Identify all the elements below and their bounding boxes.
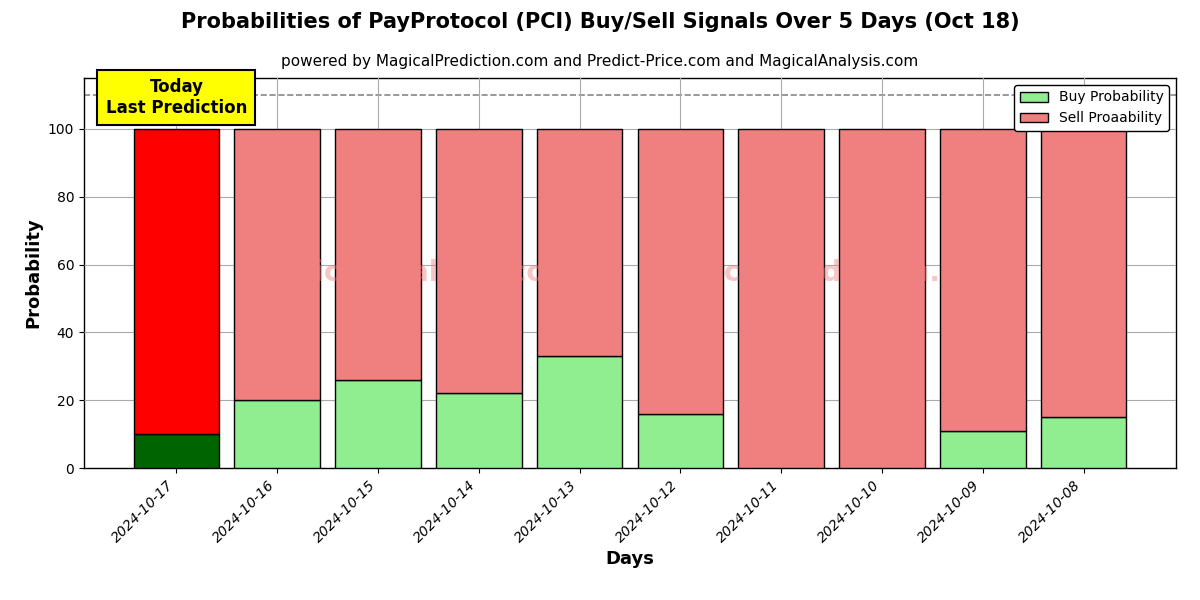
Bar <box>536 129 623 356</box>
Bar <box>133 434 220 468</box>
Bar <box>940 431 1026 468</box>
Text: MagicalAnalysis.com: MagicalAnalysis.com <box>248 259 575 287</box>
Legend: Buy Probability, Sell Proaability: Buy Probability, Sell Proaability <box>1014 85 1169 131</box>
Bar <box>133 129 220 434</box>
Text: Today
Last Prediction: Today Last Prediction <box>106 78 247 117</box>
Bar <box>436 394 522 468</box>
Bar <box>940 129 1026 431</box>
Bar <box>637 129 724 414</box>
Bar <box>234 129 320 400</box>
Text: MagicalPrediction.com: MagicalPrediction.com <box>648 259 1004 287</box>
X-axis label: Days: Days <box>606 550 654 568</box>
Bar <box>335 380 421 468</box>
Bar <box>738 129 824 468</box>
Bar <box>234 400 320 468</box>
Bar <box>637 414 724 468</box>
Bar <box>839 129 925 468</box>
Bar <box>436 129 522 394</box>
Bar <box>1040 417 1127 468</box>
Bar <box>335 129 421 380</box>
Bar <box>1040 129 1127 417</box>
Text: powered by MagicalPrediction.com and Predict-Price.com and MagicalAnalysis.com: powered by MagicalPrediction.com and Pre… <box>281 54 919 69</box>
Y-axis label: Probability: Probability <box>24 218 42 328</box>
Text: Probabilities of PayProtocol (PCI) Buy/Sell Signals Over 5 Days (Oct 18): Probabilities of PayProtocol (PCI) Buy/S… <box>181 12 1019 32</box>
Bar <box>536 356 623 468</box>
